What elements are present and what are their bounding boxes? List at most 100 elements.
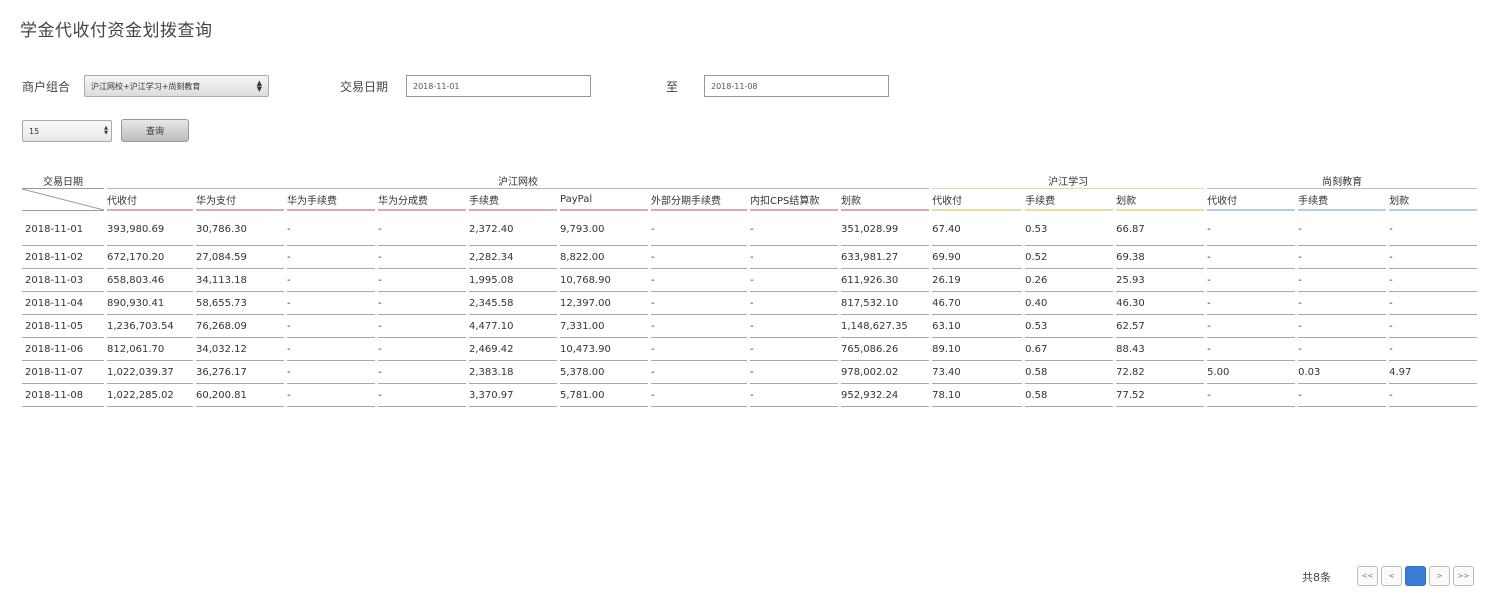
column-header-row: 代收付 华为支付 华为手续费 华为分成费 手续费 PayPal 外部分期手续费 … bbox=[22, 189, 1478, 211]
table-cell: 12,397.00 bbox=[560, 292, 648, 315]
table-cell: - bbox=[750, 211, 838, 246]
table-cell: 0.03 bbox=[1298, 361, 1387, 384]
table-cell: - bbox=[1298, 315, 1387, 338]
pager-current-page-button[interactable]: 1 bbox=[1405, 566, 1426, 586]
table-cell: - bbox=[651, 211, 747, 246]
pager-last-button[interactable]: >> bbox=[1453, 566, 1474, 586]
table-row: 2018-11-03 658,803.46 34,113.18- -1,995.08 1… bbox=[22, 269, 1478, 292]
table-cell: - bbox=[750, 384, 838, 407]
table-cell: - bbox=[1389, 211, 1478, 246]
table-cell: 69.38 bbox=[1116, 246, 1205, 269]
table-cell: 9,793.00 bbox=[560, 211, 648, 246]
group-header-hujiang-wangxiao: 沪江网校 bbox=[107, 172, 930, 189]
group-header-hujiang-xuexi: 沪江学习 bbox=[932, 172, 1205, 189]
table-cell: - bbox=[1389, 292, 1478, 315]
table-cell: 73.40 bbox=[932, 361, 1023, 384]
table-cell: 393,980.69 bbox=[107, 211, 193, 246]
table-cell: 46.70 bbox=[932, 292, 1023, 315]
merchant-select-value: 沪江网校+沪江学习+尚刻教育 bbox=[91, 81, 201, 91]
table-row: 2018-11-07 1,022,039.37 36,276.17- -2,383.1… bbox=[22, 361, 1478, 384]
column-header: 划款 bbox=[1116, 189, 1205, 211]
table-cell: 27,084.59 bbox=[196, 246, 284, 269]
table-cell: 77.52 bbox=[1116, 384, 1205, 407]
table-cell: - bbox=[378, 292, 466, 315]
table-cell: 62.57 bbox=[1116, 315, 1205, 338]
table-cell: 0.53 bbox=[1025, 315, 1114, 338]
table-cell: 2,372.40 bbox=[469, 211, 557, 246]
table-cell: - bbox=[1389, 315, 1478, 338]
column-header: PayPal bbox=[560, 189, 648, 211]
table-cell: 0.58 bbox=[1025, 384, 1114, 407]
table-cell: 72.82 bbox=[1116, 361, 1205, 384]
table-cell: 2,383.18 bbox=[469, 361, 557, 384]
table-cell: 89.10 bbox=[932, 338, 1023, 361]
row-date-cell: 2018-11-01 bbox=[22, 211, 104, 246]
table-cell: 66.87 bbox=[1116, 211, 1205, 246]
table-cell: - bbox=[1207, 292, 1296, 315]
column-header: 手续费 bbox=[469, 189, 557, 211]
column-header: 代收付 bbox=[107, 189, 193, 211]
date-from-input[interactable] bbox=[406, 75, 591, 97]
table-cell: 46.30 bbox=[1116, 292, 1205, 315]
date-to-input[interactable] bbox=[704, 75, 889, 97]
table-cell: - bbox=[378, 384, 466, 407]
table-cell: 0.52 bbox=[1025, 246, 1114, 269]
pager-next-button[interactable]: > bbox=[1429, 566, 1450, 586]
page-size-select[interactable]: 15 ▲ ▼ bbox=[22, 120, 112, 142]
table-cell: 978,002.02 bbox=[841, 361, 930, 384]
table-cell: - bbox=[1298, 384, 1387, 407]
row-date-cell: 2018-11-04 bbox=[22, 292, 104, 315]
table-cell: - bbox=[651, 246, 747, 269]
table-cell: - bbox=[1298, 269, 1387, 292]
diagonal-header-cell bbox=[22, 189, 104, 211]
table-cell: 8,822.00 bbox=[560, 246, 648, 269]
pager-first-button[interactable]: << bbox=[1357, 566, 1378, 586]
table-cell: 69.90 bbox=[932, 246, 1023, 269]
table-cell: - bbox=[750, 361, 838, 384]
table-cell: - bbox=[287, 338, 375, 361]
table-cell: 10,768.90 bbox=[560, 269, 648, 292]
select-arrows-icon: ▲ ▼ bbox=[256, 79, 262, 93]
table-row: 2018-11-06 812,061.70 34,032.12- -2,469.42 1… bbox=[22, 338, 1478, 361]
table-cell: 952,932.24 bbox=[841, 384, 930, 407]
table-cell: - bbox=[287, 384, 375, 407]
table-cell: 5.00 bbox=[1207, 361, 1296, 384]
date-label: 交易日期 bbox=[340, 80, 389, 94]
query-button[interactable]: 查询 bbox=[121, 119, 189, 142]
table-cell: 658,803.46 bbox=[107, 269, 193, 292]
column-header: 外部分期手续费 bbox=[651, 189, 747, 211]
table-cell: - bbox=[1389, 246, 1478, 269]
table-cell: - bbox=[750, 246, 838, 269]
table-cell: - bbox=[651, 292, 747, 315]
table-cell: - bbox=[378, 211, 466, 246]
pager-prev-button[interactable]: < bbox=[1381, 566, 1402, 586]
table-cell: - bbox=[287, 292, 375, 315]
table-cell: 817,532.10 bbox=[841, 292, 930, 315]
table-row: 2018-11-02 672,170.20 27,084.59- -2,282.34 8… bbox=[22, 246, 1478, 269]
column-header: 代收付 bbox=[932, 189, 1023, 211]
merchant-select[interactable]: 沪江网校+沪江学习+尚刻教育 ▲ ▼ bbox=[84, 75, 269, 97]
table-cell: - bbox=[287, 361, 375, 384]
table-row: 2018-11-01 393,980.69 30,786.30- -2,372.40 9… bbox=[22, 211, 1478, 246]
table-row: 2018-11-05 1,236,703.54 76,268.09- -4,477.1… bbox=[22, 315, 1478, 338]
table-cell: 58,655.73 bbox=[196, 292, 284, 315]
table-cell: - bbox=[1389, 384, 1478, 407]
row-date-cell: 2018-11-08 bbox=[22, 384, 104, 407]
group-header-row: 交易日期 沪江网校 沪江学习 尚刻教育 bbox=[22, 172, 1478, 189]
table-cell: - bbox=[1207, 269, 1296, 292]
table-cell: - bbox=[378, 338, 466, 361]
column-header: 内扣CPS结算款 bbox=[750, 189, 838, 211]
table-cell: - bbox=[378, 315, 466, 338]
table-row: 2018-11-08 1,022,285.02 60,200.81- -3,370.9… bbox=[22, 384, 1478, 407]
stepper-arrows-icon: ▲ ▼ bbox=[104, 125, 108, 136]
table-cell: 63.10 bbox=[932, 315, 1023, 338]
table-cell: - bbox=[378, 246, 466, 269]
table-cell: - bbox=[1207, 211, 1296, 246]
table-cell: 0.40 bbox=[1025, 292, 1114, 315]
page-size-value: 15 bbox=[29, 126, 40, 136]
table-cell: 4.97 bbox=[1389, 361, 1478, 384]
table-cell: - bbox=[1207, 384, 1296, 407]
table-cell: 633,981.27 bbox=[841, 246, 930, 269]
date-column-header: 交易日期 bbox=[22, 172, 104, 189]
table-cell: 88.43 bbox=[1116, 338, 1205, 361]
